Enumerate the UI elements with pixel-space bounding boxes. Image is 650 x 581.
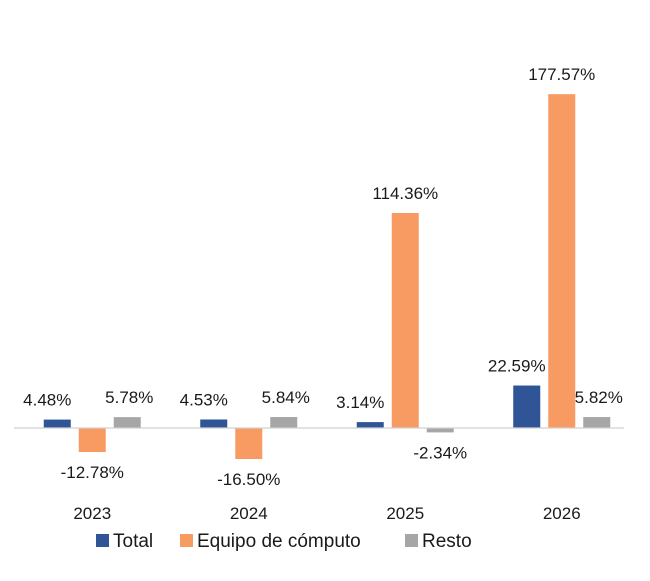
bar-total-2024 [200,419,228,428]
data-label-resto-2023: 5.78% [105,388,153,407]
data-label-total-2025: 3.14% [336,393,384,412]
data-label-equipo-de-c-mputo-2026: 177.57% [528,65,595,84]
bar-resto-2026 [583,417,611,428]
data-label-total-2023: 4.48% [23,391,71,410]
bar-equipo-de-c-mputo-2024 [235,428,263,460]
legend-label-resto: Resto [422,531,472,552]
data-label-equipo-de-c-mputo-2023: -12.78% [61,463,124,482]
data-label-equipo-de-c-mputo-2024: -16.50% [217,470,280,489]
legend-swatch-resto [405,534,418,547]
bar-equipo-de-c-mputo-2026 [548,94,576,429]
category-label-2025: 2025 [386,504,424,523]
data-label-total-2026: 22.59% [488,357,546,376]
data-label-resto-2026: 5.82% [575,388,623,407]
data-label-resto-2024: 5.84% [262,388,310,407]
legend-swatch-total [96,534,109,547]
data-label-total-2024: 4.53% [180,390,228,409]
bar-total-2023 [43,419,71,428]
category-labels-layer: 2023 2024 2025 2026 [73,504,580,523]
bar-resto-2025 [426,428,454,433]
bar-total-2025 [356,422,384,428]
data-label-equipo-de-c-mputo-2025: 114.36% [372,184,438,203]
bars-layer [43,94,611,460]
bar-equipo-de-c-mputo-2023 [78,428,106,453]
category-label-2023: 2023 [73,504,111,523]
category-label-2026: 2026 [543,504,581,523]
bar-resto-2023 [113,417,141,428]
legend: Total Equipo de cómputo Resto [96,531,472,552]
data-label-resto-2025: -2.34% [413,443,467,462]
legend-label-equipo-de-c-mputo: Equipo de cómputo [197,531,361,552]
legend-swatch-equipo-de-c-mputo [180,534,193,547]
legend-label-total: Total [113,531,153,552]
bar-resto-2024 [270,417,298,428]
data-labels-layer: 4.48% -12.78% 5.78% 4.53% -16.50% 5.84% 3.14% 1… [23,65,623,489]
bar-equipo-de-c-mputo-2025 [391,213,419,428]
category-label-2024: 2024 [230,504,268,523]
bar-total-2026 [513,385,541,428]
